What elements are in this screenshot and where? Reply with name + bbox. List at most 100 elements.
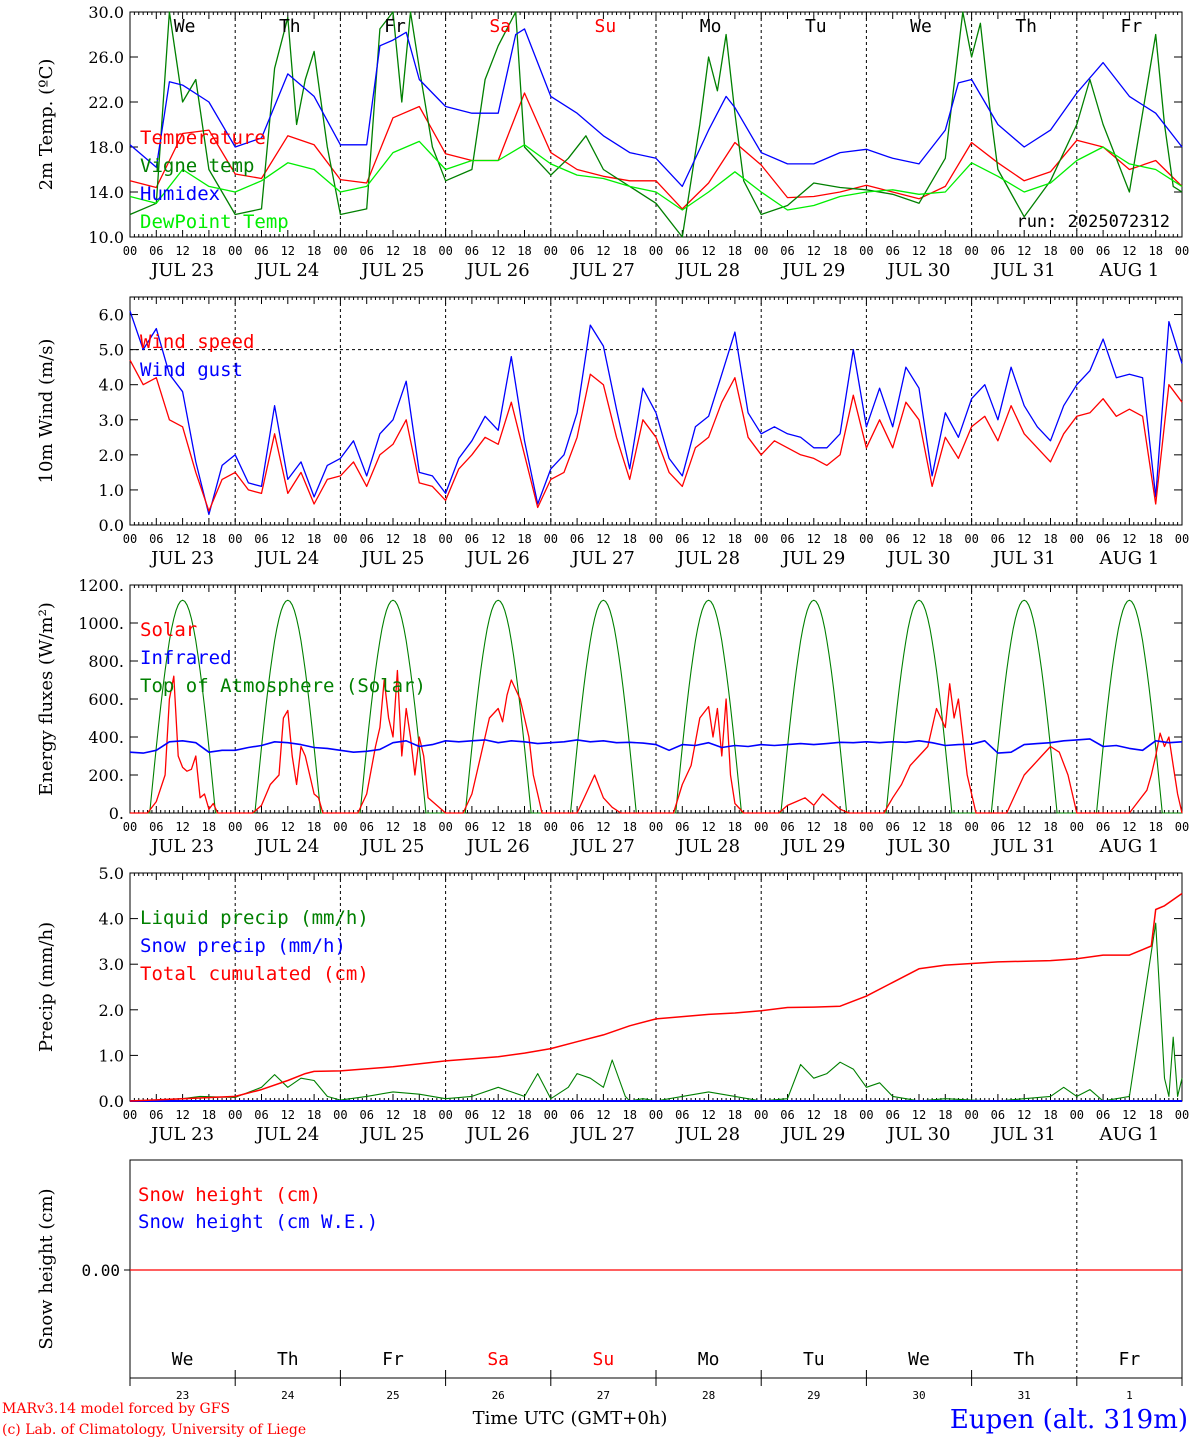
hour-tick-label: 12 xyxy=(807,820,821,834)
day-number-label: 23 xyxy=(176,1389,189,1402)
hour-tick-label: 12 xyxy=(175,820,189,834)
hour-tick-label: 06 xyxy=(254,820,268,834)
hour-tick-label: 06 xyxy=(885,244,899,258)
date-label: JUL 29 xyxy=(780,1124,845,1145)
hour-tick-label: 12 xyxy=(281,820,295,834)
date-label: JUL 30 xyxy=(886,548,951,569)
date-label: JUL 31 xyxy=(991,548,1056,569)
y-tick-label: 1000. xyxy=(78,614,124,633)
hour-tick-label: 06 xyxy=(991,1108,1005,1122)
credit-line-2: (c) Lab. of Climatology, University of L… xyxy=(2,1422,306,1438)
weekday-label: Th xyxy=(1013,1349,1035,1370)
hour-tick-label: 06 xyxy=(254,244,268,258)
hour-tick-label: 06 xyxy=(780,244,794,258)
legend-entry: Snow height (cm W.E.) xyxy=(138,1211,378,1233)
hour-tick-label: 00 xyxy=(438,532,452,546)
hour-tick-label: 00 xyxy=(859,1108,873,1122)
date-label: JUL 30 xyxy=(886,836,951,857)
hour-tick-label: 00 xyxy=(123,244,137,258)
hour-tick-label: 00 xyxy=(438,244,452,258)
hour-tick-label: 00 xyxy=(228,244,242,258)
hour-tick-label: 18 xyxy=(938,820,952,834)
hour-tick-label: 00 xyxy=(333,244,347,258)
hour-tick-label: 12 xyxy=(912,820,926,834)
y-tick-label: 3.0 xyxy=(99,411,124,430)
hour-tick-label: 00 xyxy=(859,244,873,258)
hour-tick-label: 18 xyxy=(728,532,742,546)
hour-tick-label: 18 xyxy=(1043,532,1057,546)
hour-tick-label: 06 xyxy=(359,532,373,546)
hour-tick-label: 12 xyxy=(807,532,821,546)
legend-entry: Snow precip (mm/h) xyxy=(140,935,346,957)
hour-tick-label: 06 xyxy=(991,532,1005,546)
hour-tick-label: 12 xyxy=(596,820,610,834)
hour-tick-label: 00 xyxy=(964,820,978,834)
hour-tick-label: 12 xyxy=(281,244,295,258)
hour-tick-label: 18 xyxy=(517,820,531,834)
y-axis-label: Snow height (cm) xyxy=(36,1188,57,1349)
weekday-label: Fr xyxy=(1119,1349,1141,1370)
date-label: JUL 26 xyxy=(465,260,530,281)
hour-tick-label: 06 xyxy=(149,1108,163,1122)
hour-tick-label: 00 xyxy=(333,820,347,834)
weekday-label: We xyxy=(172,1349,194,1370)
y-tick-label: 600. xyxy=(88,690,124,709)
hour-tick-label: 18 xyxy=(412,1108,426,1122)
y-tick-label: 2.0 xyxy=(99,446,124,465)
weekday-label: Su xyxy=(593,1349,615,1370)
date-label: AUG 1 xyxy=(1099,836,1160,857)
y-tick-label: 0.0 xyxy=(99,516,124,535)
y-tick-label: 1.0 xyxy=(99,1046,124,1065)
weekday-label: Sa xyxy=(489,16,511,37)
hour-tick-label: 00 xyxy=(438,1108,452,1122)
y-tick-label: 30.0 xyxy=(88,3,124,22)
hour-tick-label: 18 xyxy=(1148,244,1162,258)
hour-tick-label: 18 xyxy=(517,1108,531,1122)
y-axis-label: Energy fluxes (W/m²) xyxy=(36,602,57,796)
hour-tick-label: 00 xyxy=(544,244,558,258)
date-label: JUL 26 xyxy=(465,836,530,857)
date-label: JUL 24 xyxy=(254,1124,319,1145)
hour-tick-label: 18 xyxy=(622,532,636,546)
day-number-label: 1 xyxy=(1126,1389,1133,1402)
hour-tick-label: 06 xyxy=(359,244,373,258)
legend-entry: Liquid precip (mm/h) xyxy=(140,907,369,929)
hour-tick-label: 00 xyxy=(228,1108,242,1122)
hour-tick-label: 06 xyxy=(675,820,689,834)
y-tick-label: 4.0 xyxy=(99,910,124,929)
hour-tick-label: 00 xyxy=(754,1108,768,1122)
hour-tick-label: 00 xyxy=(649,244,663,258)
hour-tick-label: 12 xyxy=(1122,532,1136,546)
hour-tick-label: 12 xyxy=(807,1108,821,1122)
date-label: JUL 23 xyxy=(149,548,214,569)
legend-entry: Vigne temp xyxy=(140,155,254,177)
hour-tick-label: 00 xyxy=(649,532,663,546)
weekday-label: Mo xyxy=(698,1349,720,1370)
hour-tick-label: 12 xyxy=(175,244,189,258)
hour-tick-label: 18 xyxy=(833,1108,847,1122)
y-tick-label: 6.0 xyxy=(99,306,124,325)
weekday-label: Mo xyxy=(700,16,722,37)
hour-tick-label: 06 xyxy=(1096,820,1110,834)
date-label: JUL 24 xyxy=(254,260,319,281)
series-line xyxy=(129,359,1183,512)
hour-tick-label: 00 xyxy=(754,532,768,546)
hour-tick-label: 06 xyxy=(254,532,268,546)
hour-tick-label: 06 xyxy=(780,532,794,546)
hour-tick-label: 18 xyxy=(833,244,847,258)
date-label: JUL 24 xyxy=(254,548,319,569)
weekday-label: Fr xyxy=(384,16,406,37)
hour-tick-label: 00 xyxy=(1175,532,1189,546)
hour-tick-label: 00 xyxy=(1175,244,1189,258)
hour-tick-label: 06 xyxy=(780,1108,794,1122)
y-tick-label: 22.0 xyxy=(88,93,124,112)
date-label: JUL 27 xyxy=(570,260,635,281)
y-axis-label: Precip (mm/h) xyxy=(36,922,57,1052)
date-label: JUL 23 xyxy=(149,836,214,857)
hour-tick-label: 18 xyxy=(622,244,636,258)
credit-line-1: MARv3.14 model forced by GFS xyxy=(2,1401,230,1417)
hour-tick-label: 06 xyxy=(465,1108,479,1122)
date-label: AUG 1 xyxy=(1099,548,1160,569)
hour-tick-label: 12 xyxy=(281,532,295,546)
weekday-label: Th xyxy=(277,1349,299,1370)
